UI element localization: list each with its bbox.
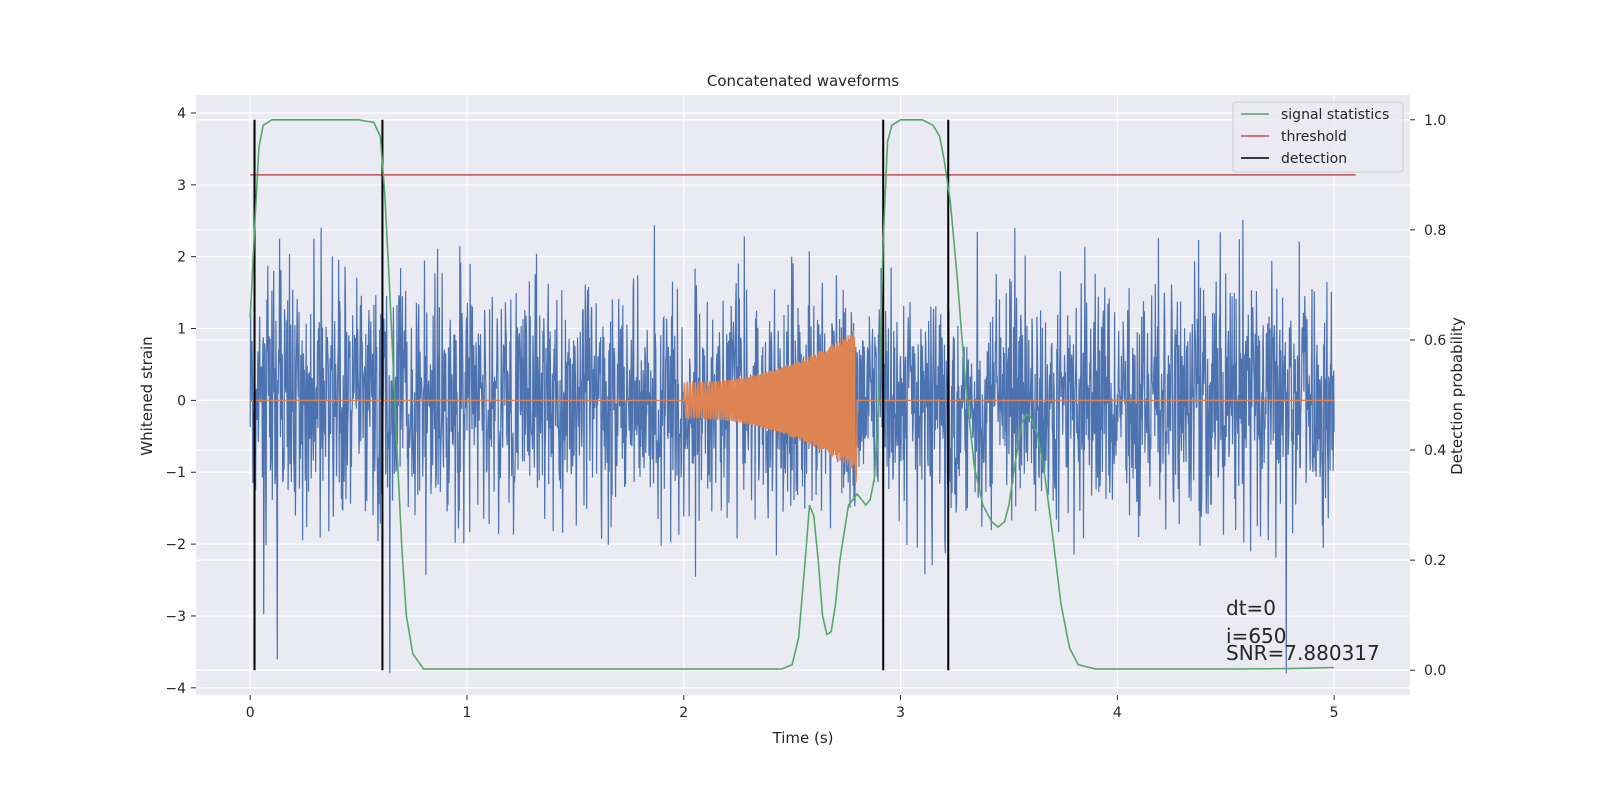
x-tick-label-3: 3 <box>896 705 905 721</box>
legend-label-signal-statistics: signal statistics <box>1281 107 1389 123</box>
annotation-snr: SNR=7.880317 <box>1226 641 1380 665</box>
x-tick-label-2: 2 <box>679 705 688 721</box>
grid <box>196 95 1410 695</box>
x-tick-label-0: 0 <box>246 705 255 721</box>
y-tick-label-2: −2 <box>165 537 186 553</box>
annotation-index: i=650 <box>1226 624 1287 648</box>
y2-axis-ticks: 0.0 0.2 0.4 0.6 0.8 1.0 <box>1410 113 1446 679</box>
legend-box <box>1232 101 1404 173</box>
x-axis-label: Time (s) <box>772 729 834 747</box>
y-tick-label-4: 0 <box>177 393 186 409</box>
y-tick-label-1: −3 <box>165 609 186 625</box>
y2-tick-label-4: 0.8 <box>1424 223 1446 239</box>
x-tick-label-4: 4 <box>1113 705 1122 721</box>
series-signal-statistics <box>249 119 1335 670</box>
y-axis-ticks: −4 −3 −2 −1 0 1 2 3 4 <box>165 106 196 697</box>
x-tick-label-5: 5 <box>1330 705 1339 721</box>
y2-axis-label: Detection probability <box>1448 317 1466 475</box>
y-tick-label-6: 2 <box>177 250 186 266</box>
series-template-waveform <box>250 331 1335 484</box>
legend-label-detection: detection <box>1281 151 1347 167</box>
y2-tick-label-5: 1.0 <box>1424 113 1446 129</box>
y-tick-label-5: 1 <box>177 322 186 338</box>
y-tick-label-0: −4 <box>165 681 186 697</box>
x-axis-ticks: 0 1 2 3 4 5 <box>246 695 1339 721</box>
series-layer <box>249 119 1356 674</box>
y2-tick-label-0: 0.0 <box>1424 663 1446 679</box>
y2-tick-label-3: 0.6 <box>1424 333 1446 349</box>
detections <box>253 119 950 671</box>
y-tick-label-3: −1 <box>165 465 186 481</box>
y-tick-label-7: 3 <box>177 178 186 194</box>
y2-tick-label-2: 0.4 <box>1424 443 1446 459</box>
series-whitened-strain <box>249 219 1335 674</box>
y2-tick-label-1: 0.2 <box>1424 553 1446 569</box>
chart-title: Concatenated waveforms <box>707 72 899 90</box>
y-axis-label: Whitened strain <box>138 336 156 455</box>
legend-label-threshold: threshold <box>1281 129 1347 145</box>
y-tick-label-8: 4 <box>177 106 186 122</box>
legend: signal statistics threshold detection <box>1232 101 1404 173</box>
x-tick-label-1: 1 <box>463 705 472 721</box>
annotation-dt: dt=0 <box>1226 596 1276 620</box>
